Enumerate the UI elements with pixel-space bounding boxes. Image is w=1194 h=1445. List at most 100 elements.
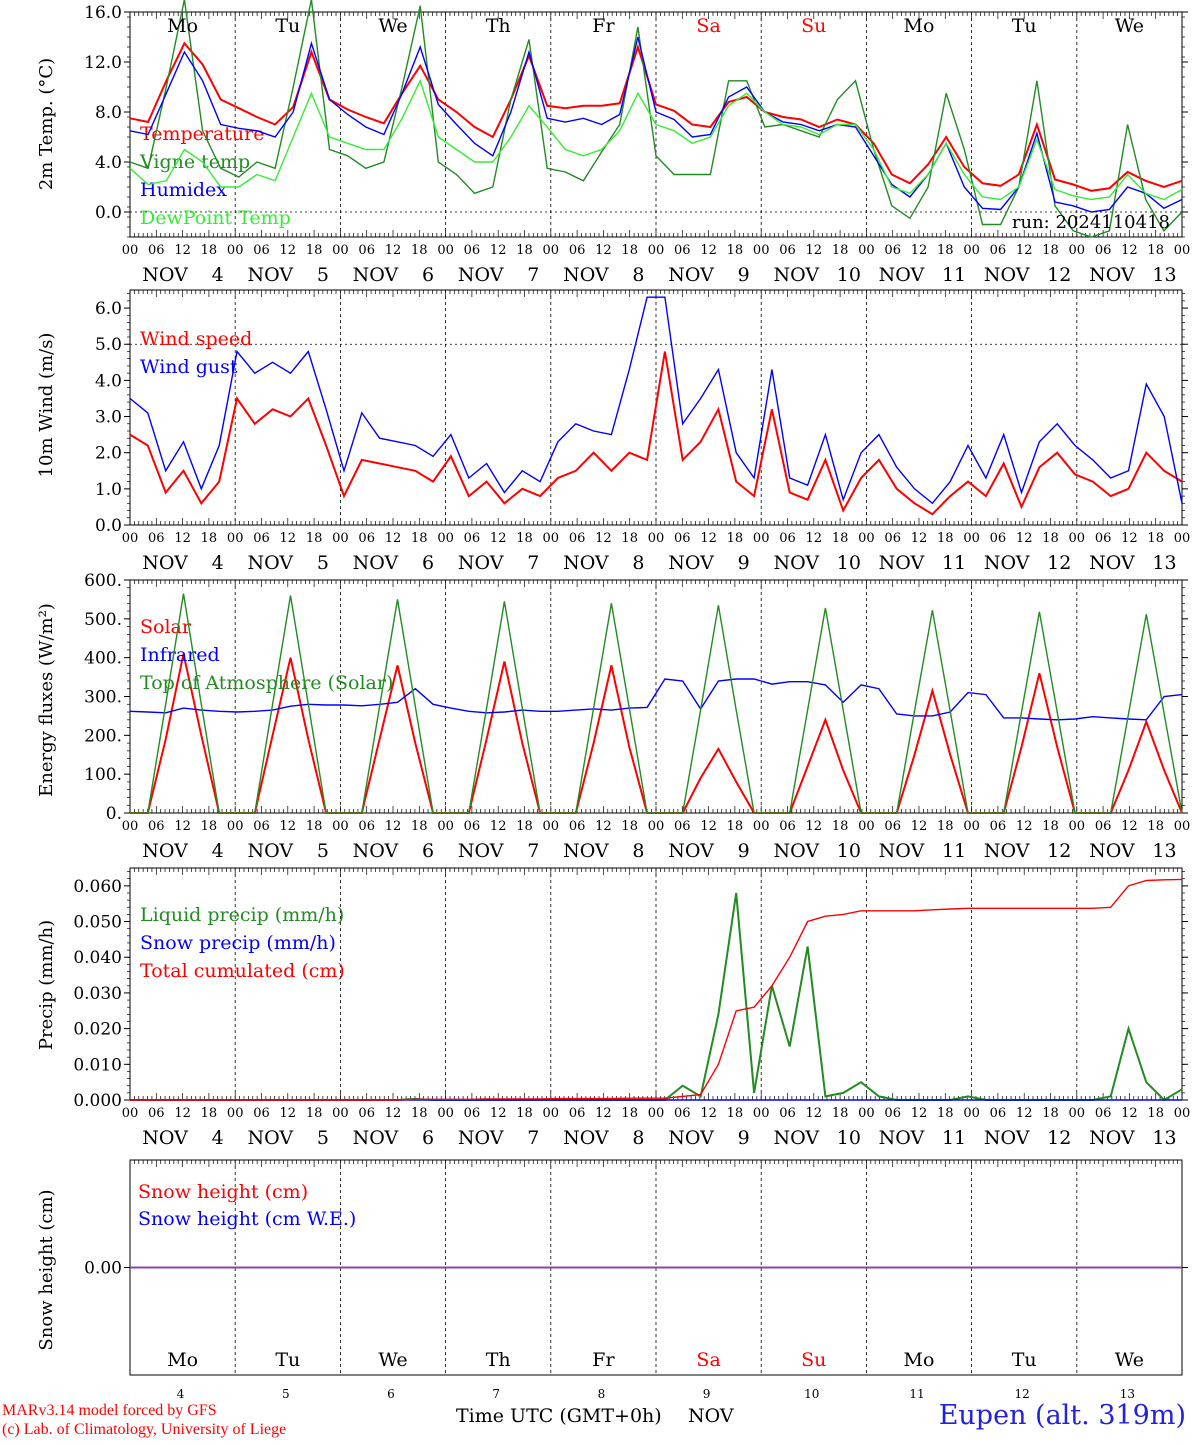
x-hour-label: 12	[280, 531, 297, 546]
x-hour-label: 06	[253, 531, 270, 546]
x-hour-label: 06	[464, 1106, 481, 1121]
y-tick-label: 0.010	[73, 1055, 122, 1075]
x-hour-label: 12	[700, 819, 717, 834]
x-hour-label: 00	[1069, 1106, 1086, 1121]
x-hour-label: 00	[332, 1106, 349, 1121]
y-axis-label: Precip (mm/h)	[36, 920, 57, 1050]
day-name-label: We	[1115, 15, 1144, 37]
x-month-label: NOV	[773, 552, 819, 574]
x-bottom-date-label: 8	[598, 1387, 606, 1401]
x-hour-label: 00	[543, 819, 560, 834]
x-month-label: NOV	[563, 840, 609, 862]
x-hour-label: 18	[1042, 819, 1059, 834]
x-hour-label: 18	[1042, 1106, 1059, 1121]
x-hour-label: 12	[806, 1106, 823, 1121]
x-hour-label: 00	[753, 531, 770, 546]
x-date-label: 4	[212, 1127, 224, 1149]
x-month-label: NOV	[668, 552, 714, 574]
x-hour-label: 18	[201, 1106, 218, 1121]
x-bottom-date-label: 12	[1015, 1387, 1030, 1401]
x-hour-label: 00	[332, 531, 349, 546]
x-hour-label: 18	[306, 1106, 323, 1121]
y-axis-label: Energy fluxes (W/m²)	[36, 603, 57, 797]
x-hour-label: 00	[227, 531, 244, 546]
x-hour-label: 00	[122, 531, 139, 546]
x-date-label: 8	[632, 1127, 644, 1149]
x-date-label: 7	[527, 264, 539, 286]
day-name-label: Sa	[696, 1349, 720, 1371]
x-hour-label: 18	[1042, 531, 1059, 546]
x-month-label: NOV	[353, 840, 399, 862]
x-month-label: NOV	[458, 1127, 504, 1149]
x-month-label: NOV	[142, 840, 188, 862]
y-tick-label: 0.060	[73, 877, 122, 897]
x-hour-label: 06	[990, 531, 1007, 546]
x-bottom-date-label: 6	[387, 1387, 395, 1401]
time-axis-label: Time UTC (GMT+0h)	[456, 1405, 662, 1427]
x-hour-label: 00	[858, 819, 875, 834]
x-date-label: 9	[738, 840, 750, 862]
day-name-label: Mo	[167, 1349, 198, 1371]
x-hour-label: 18	[1147, 1106, 1164, 1121]
x-hour-label: 00	[543, 531, 560, 546]
x-hour-label: 00	[227, 243, 244, 258]
x-hour-label: 06	[674, 531, 691, 546]
x-hour-label: 12	[490, 531, 507, 546]
x-bottom-date-label: 10	[804, 1387, 819, 1401]
x-hour-label: 18	[201, 531, 218, 546]
y-tick-label: 0.00	[84, 1259, 122, 1279]
x-bottom-date-label: 7	[492, 1387, 500, 1401]
x-hour-label: 06	[884, 819, 901, 834]
x-date-label: 11	[942, 264, 966, 286]
x-hour-label: 12	[1016, 819, 1033, 834]
x-hour-label: 12	[911, 243, 928, 258]
x-month-label: NOV	[773, 264, 819, 286]
x-hour-label: 18	[621, 531, 638, 546]
x-hour-label: 00	[963, 819, 980, 834]
x-hour-label: 18	[727, 531, 744, 546]
x-hour-label: 18	[516, 531, 533, 546]
x-hour-label: 00	[543, 1106, 560, 1121]
station-name: Eupen (alt. 319m)	[938, 1400, 1186, 1431]
series-line	[129, 351, 1183, 516]
x-hour-label: 12	[385, 531, 402, 546]
x-hour-label: 18	[937, 1106, 954, 1121]
x-date-label: 5	[317, 1127, 329, 1149]
x-month-label: NOV	[773, 840, 819, 862]
x-hour-label: 00	[122, 243, 139, 258]
day-name-label: Tu	[1012, 15, 1037, 37]
x-hour-label: 18	[1147, 531, 1164, 546]
x-hour-label: 12	[174, 1106, 191, 1121]
y-tick-label: 16.0	[84, 3, 122, 23]
x-hour-label: 18	[727, 1106, 744, 1121]
x-hour-label: 06	[779, 1106, 796, 1121]
x-hour-label: 06	[464, 243, 481, 258]
x-month-label: NOV	[668, 840, 714, 862]
x-hour-label: 00	[122, 1106, 139, 1121]
series-line	[130, 593, 1183, 814]
x-hour-label: 00	[1069, 243, 1086, 258]
legend-entry: Infrared	[140, 644, 220, 666]
y-tick-label: 0.000	[73, 1091, 122, 1111]
y-tick-label: 0.050	[73, 913, 122, 933]
day-name-label: Fr	[592, 15, 615, 37]
x-hour-label: 00	[963, 243, 980, 258]
x-hour-label: 00	[332, 819, 349, 834]
x-month-label: NOV	[879, 264, 925, 286]
x-hour-label: 12	[174, 531, 191, 546]
x-month-label: NOV	[353, 264, 399, 286]
x-date-label: 5	[317, 840, 329, 862]
x-hour-label: 06	[569, 531, 586, 546]
x-hour-label: 00	[227, 819, 244, 834]
x-hour-label: 18	[832, 1106, 849, 1121]
y-tick-label: 400.	[84, 649, 122, 669]
x-hour-label: 06	[779, 531, 796, 546]
x-hour-label: 06	[1095, 1106, 1112, 1121]
x-hour-label: 12	[280, 819, 297, 834]
x-month-label: NOV	[563, 552, 609, 574]
x-month-label: NOV	[247, 840, 293, 862]
x-hour-label: 06	[779, 243, 796, 258]
x-date-label: 10	[837, 264, 861, 286]
day-name-label: Mo	[904, 1349, 935, 1371]
x-hour-label: 06	[990, 819, 1007, 834]
